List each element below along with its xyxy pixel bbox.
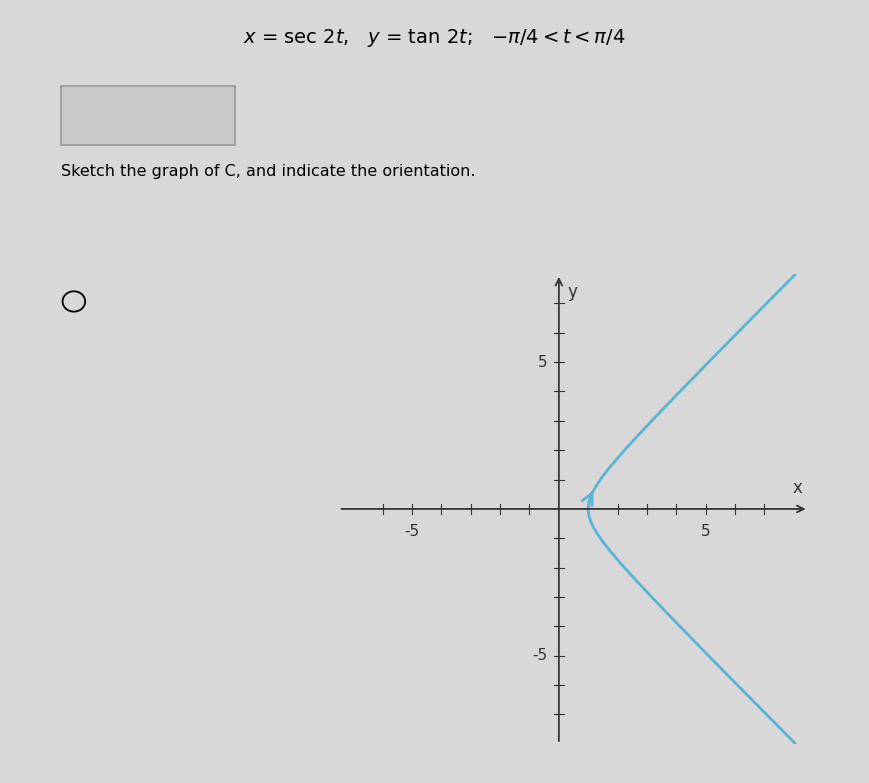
Text: $x$ = sec 2$t$,   $y$ = tan 2$t$;   $-\pi/4 < t < \pi/4$: $x$ = sec 2$t$, $y$ = tan 2$t$; $-\pi/4 …	[243, 27, 626, 49]
Text: y: y	[567, 283, 578, 301]
Text: 5: 5	[538, 355, 547, 370]
Text: Sketch the graph of C, and indicate the orientation.: Sketch the graph of C, and indicate the …	[61, 164, 475, 179]
Text: 5: 5	[701, 524, 711, 539]
Text: -5: -5	[532, 648, 547, 663]
Text: -5: -5	[404, 524, 420, 539]
Text: x: x	[793, 479, 803, 497]
